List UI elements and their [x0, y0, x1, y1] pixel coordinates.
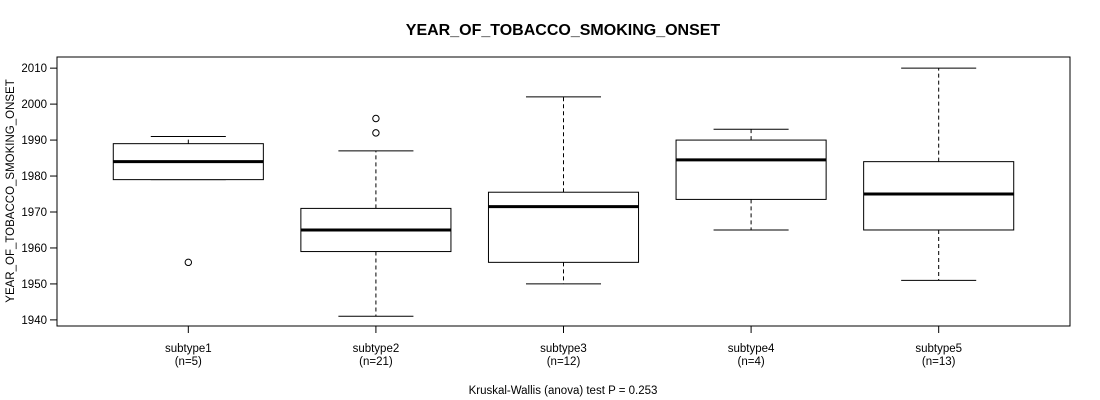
iqr-box — [487, 191, 640, 263]
iqr-box — [675, 139, 827, 200]
category-label: subtype4 — [728, 343, 775, 355]
iqr-box — [863, 161, 1015, 231]
y-tick-label: 1990 — [21, 135, 47, 147]
category-count-label: (n=5) — [175, 356, 202, 368]
y-tick-label: 1950 — [21, 279, 47, 291]
y-tick-label: 2010 — [21, 63, 47, 75]
category-count-label: (n=12) — [547, 356, 581, 368]
plot-area: 1940 1950 1960 1970 1980 1990 2000 2010 subtype1… — [21, 56, 1071, 368]
category-label: subtype2 — [353, 343, 400, 355]
category-count-label: (n=13) — [922, 356, 956, 368]
category-label: subtype3 — [540, 343, 587, 355]
y-tick-label: 1960 — [21, 243, 47, 255]
chart-title: YEAR_OF_TOBACCO_SMOKING_ONSET — [406, 22, 721, 39]
y-tick-label: 1940 — [21, 315, 47, 327]
category-label: subtype1 — [165, 343, 212, 355]
outlier-point — [372, 114, 380, 123]
y-axis-title: YEAR_OF_TOBACCO_SMOKING_ONSET — [5, 79, 17, 302]
category-count-label: (n=21) — [359, 356, 393, 368]
kruskal-test-annotation: Kruskal-Wallis (anova) test P = 0.253 — [469, 385, 658, 397]
outlier-point — [372, 129, 380, 137]
category-count-label: (n=4) — [738, 356, 765, 368]
y-tick-label: 1980 — [21, 171, 47, 183]
category-label: subtype5 — [915, 343, 962, 355]
y-tick-label: 1970 — [21, 207, 47, 219]
outlier-point — [184, 258, 193, 267]
y-tick-label: 2000 — [21, 99, 47, 111]
